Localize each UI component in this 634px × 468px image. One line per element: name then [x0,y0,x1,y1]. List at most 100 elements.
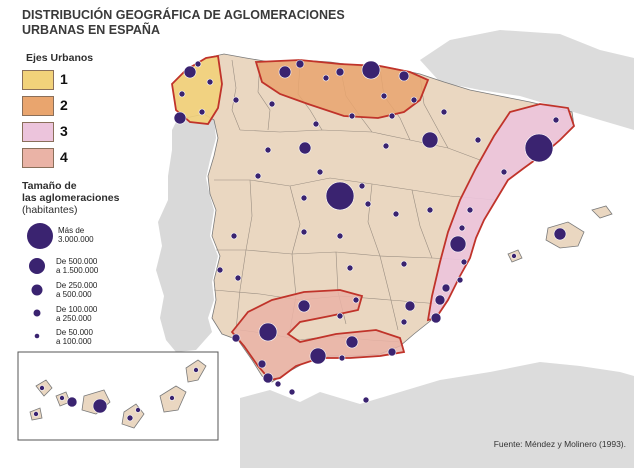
santiago-circle [178,90,186,98]
ciudad-real-circle [346,264,354,272]
talavera-circle [300,228,308,236]
san-sebastian-circle [398,70,410,82]
alicante-circle [434,294,446,306]
bilbao-circle [361,60,381,80]
elche-circle [441,283,451,293]
axis-4-label: 4 [60,149,68,165]
palencia-circle [312,120,320,128]
zamora-circle [264,146,272,154]
size-legend-label-3: De 250.000 a 500.000 [56,281,98,299]
gandia-circle [460,258,468,266]
salamanca-circle [254,172,262,180]
axis-2-swatch [22,96,54,116]
torrelavega-circle [322,74,330,82]
map-title: DISTRIBUCIÓN GEOGRÁFICA DE AGLOMERACIONE… [22,8,345,38]
murcia-circle [404,300,416,312]
teruel-circle [426,206,434,214]
gran-canaria-2-circle [126,414,134,422]
la-palma-circle [39,385,45,391]
axis-3-swatch [22,122,54,142]
map-title-line1: DISTRIBUCIÓN GEOGRÁFICA DE AGLOMERACIONE… [22,8,345,22]
melilla-circle [362,396,370,404]
cadiz-circle [262,372,274,384]
alcala-circle [364,200,372,208]
santander-circle [335,67,345,77]
castellon-circle [466,206,474,214]
valencia-circle [449,235,467,253]
size-legend-circle-5 [34,333,40,339]
jaen-circle [336,312,344,320]
barcelona-circle [524,133,554,163]
albacete-circle [400,260,408,268]
merida-circle [234,274,242,282]
size-legend-circle-3 [31,284,43,296]
axis-3-label: 3 [60,123,68,139]
menorca-island [591,205,613,219]
fuerteventura-circle [169,395,175,401]
avila-circle [300,194,308,202]
huelva-circle [231,333,241,343]
vigo-circle [173,111,187,125]
tenerife-circle [66,396,78,408]
jerez-circle [257,359,267,369]
axes-legend-heading: Ejes Urbanos [26,52,94,64]
leon-circle [268,100,276,108]
ferrol-circle [194,60,202,68]
size-legend-heading-line2: las aglomeraciones [22,192,120,204]
canary-inset-frame [17,351,219,441]
axis-2-label: 2 [60,97,68,113]
source-note: Fuente: Méndez y Molinero (1993). [493,439,626,449]
cuenca-circle [392,210,400,218]
burgos-circle [348,112,356,120]
gomera-circle [33,411,39,417]
malaga-circle [309,347,327,365]
benidorm-circle [456,276,464,284]
gijon-circle [295,59,305,69]
ceuta-circle [288,388,296,396]
axis-1-swatch [22,70,54,90]
axis-4-zone [230,289,406,381]
hierro-circle [59,395,65,401]
linares-circle [352,296,360,304]
sevilla-circle [258,322,278,342]
logrono-circle [388,112,396,120]
size-legend-label-1: Más de 3.000.000 [58,226,94,244]
almeria-circle [387,347,397,357]
lanzarote-circle [193,367,199,373]
caceres-circle [230,232,238,240]
size-legend-circle-1 [27,223,53,249]
tarragona-circle [500,168,508,176]
valladolid-circle [298,141,312,155]
coruna-circle [183,65,197,79]
pamplona-circle [410,96,418,104]
size-legend-heading-line1: Tamaño de [22,180,77,192]
toledo-circle [336,232,344,240]
vitoria-circle [380,92,388,100]
oviedo-circle [278,65,292,79]
size-legend-heading-line3: (habitantes) [22,204,78,216]
cartagena-circle [430,312,442,324]
guadalajara-circle [358,182,366,190]
lleida-circle [474,136,482,144]
zaragoza-circle [421,131,439,149]
ponferrada-circle [232,96,240,104]
madrid-circle [325,181,355,211]
size-legend-label-4: De 100.000 a 250.000 [56,305,98,323]
sagunto-circle [458,224,466,232]
axis-1-label: 1 [60,71,68,87]
soria-circle [382,142,390,150]
france-land [420,30,634,130]
ibiza-circle [511,253,517,259]
lorca-circle [400,318,408,326]
granada-circle [345,335,359,349]
girona-circle [552,116,560,124]
axis-4-swatch [22,148,54,168]
agglomerations [33,59,567,422]
size-legend-circles [27,223,53,339]
lugo-circle [206,78,214,86]
badajoz-circle [216,266,224,274]
size-legend-label-2: De 500.000 a 1.500.000 [56,257,99,275]
las-palmas-circle [92,398,108,414]
size-legend-label-5: De 50.000 a 100.000 [56,328,93,346]
